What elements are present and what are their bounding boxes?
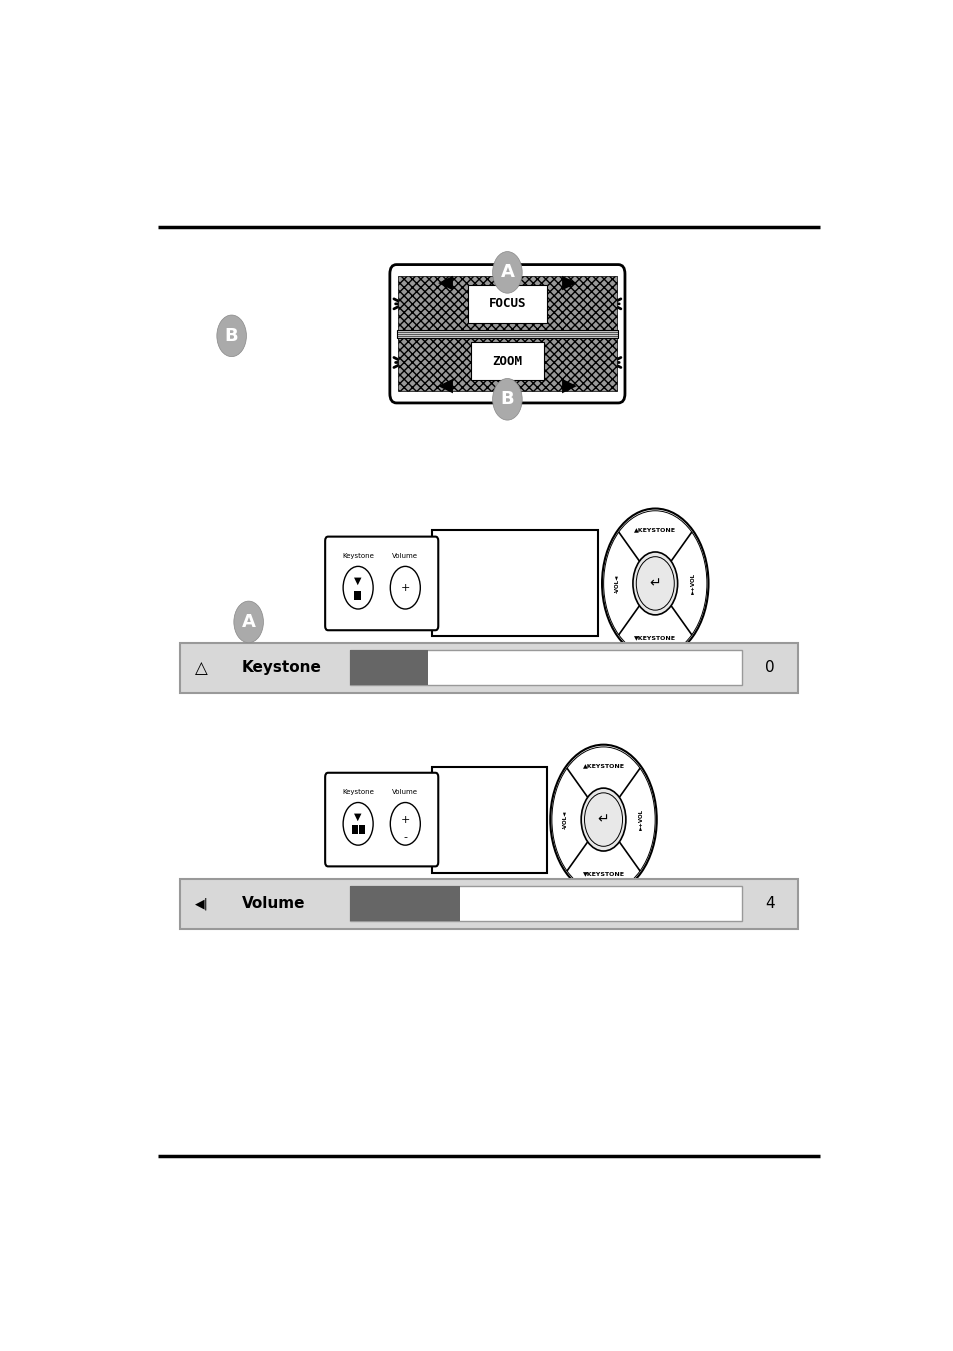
Circle shape xyxy=(492,251,521,293)
Bar xyxy=(350,650,741,685)
FancyBboxPatch shape xyxy=(325,773,437,866)
Text: ▼KEYSTONE: ▼KEYSTONE xyxy=(582,871,624,875)
Text: ▶: ▶ xyxy=(561,376,577,394)
Text: Keystone: Keystone xyxy=(241,661,321,676)
Bar xyxy=(355,592,361,600)
Bar xyxy=(431,766,546,873)
Text: ▼KEYSTONE: ▼KEYSTONE xyxy=(634,635,676,640)
Text: -: - xyxy=(403,832,407,842)
Text: Volume: Volume xyxy=(241,896,305,912)
FancyBboxPatch shape xyxy=(390,265,624,403)
Bar xyxy=(397,336,617,392)
Bar xyxy=(350,886,459,921)
Text: ►+VOL: ►+VOL xyxy=(639,809,643,830)
Text: ▶: ▶ xyxy=(561,273,577,292)
Circle shape xyxy=(580,788,625,851)
Text: ▼: ▼ xyxy=(354,812,361,821)
Text: ◀|: ◀| xyxy=(194,897,208,911)
Text: -VOL◄: -VOL◄ xyxy=(614,574,618,593)
Text: Keystone: Keystone xyxy=(342,789,374,796)
Text: -VOL◄: -VOL◄ xyxy=(562,811,567,828)
Text: Keystone: Keystone xyxy=(342,553,374,559)
Text: B: B xyxy=(225,327,238,345)
Bar xyxy=(396,330,618,338)
Bar xyxy=(431,531,598,636)
Text: ↵: ↵ xyxy=(649,577,660,590)
Text: ZOOM: ZOOM xyxy=(492,355,522,367)
Bar xyxy=(180,880,797,928)
Text: ▼: ▼ xyxy=(354,576,361,586)
Text: ▲KEYSTONE: ▲KEYSTONE xyxy=(634,527,676,532)
Text: ◀: ◀ xyxy=(437,273,453,292)
Bar xyxy=(397,277,617,331)
Circle shape xyxy=(216,315,246,357)
Text: B: B xyxy=(500,390,514,408)
Text: ↵: ↵ xyxy=(598,812,609,827)
Text: +: + xyxy=(400,582,410,593)
Ellipse shape xyxy=(390,566,420,609)
Text: FOCUS: FOCUS xyxy=(488,297,526,311)
FancyBboxPatch shape xyxy=(325,536,437,630)
Bar xyxy=(350,650,428,685)
Text: Volume: Volume xyxy=(392,789,417,796)
Circle shape xyxy=(233,601,263,643)
Text: +: + xyxy=(400,815,410,824)
FancyBboxPatch shape xyxy=(471,342,543,380)
Bar xyxy=(358,824,364,834)
Bar xyxy=(350,886,741,921)
Ellipse shape xyxy=(343,802,373,846)
Bar xyxy=(352,824,357,834)
Circle shape xyxy=(632,553,677,615)
Text: Volume: Volume xyxy=(392,553,417,559)
Ellipse shape xyxy=(343,566,373,609)
Circle shape xyxy=(550,744,656,894)
Text: △: △ xyxy=(195,659,208,677)
Text: ◀: ◀ xyxy=(437,376,453,394)
Ellipse shape xyxy=(390,802,420,846)
FancyBboxPatch shape xyxy=(467,285,546,323)
Text: 0: 0 xyxy=(764,661,774,676)
Text: ▲KEYSTONE: ▲KEYSTONE xyxy=(582,763,624,769)
Text: ►+VOL: ►+VOL xyxy=(690,573,696,594)
Bar xyxy=(180,643,797,693)
Circle shape xyxy=(601,508,708,658)
Text: A: A xyxy=(500,263,514,281)
Circle shape xyxy=(492,378,521,420)
Text: A: A xyxy=(241,613,255,631)
Text: 4: 4 xyxy=(764,896,774,912)
